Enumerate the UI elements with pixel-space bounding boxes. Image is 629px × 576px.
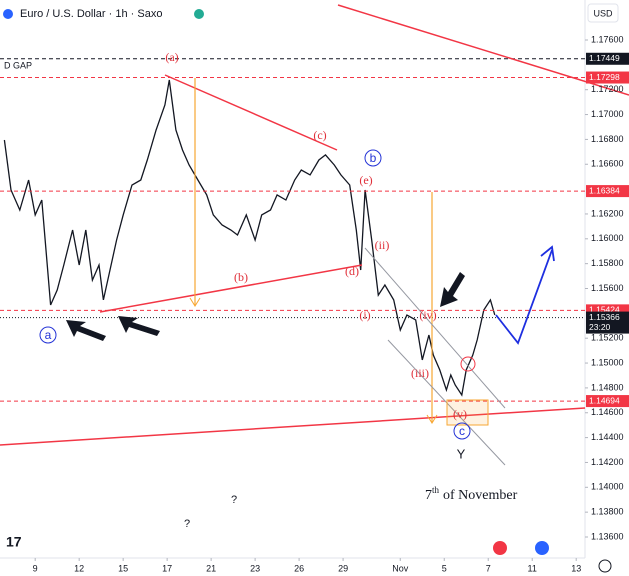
- date-day: 7: [425, 488, 432, 503]
- currency: USD: [593, 8, 613, 18]
- y-tick-label: 1.16000: [591, 233, 624, 243]
- y-tick-label: 1.15200: [591, 333, 624, 343]
- x-tick-label: 26: [294, 563, 304, 573]
- wave-label: (iii): [411, 366, 429, 380]
- y-tick-label: 1.14800: [591, 382, 624, 392]
- y-tick-label: 1.13600: [591, 531, 624, 541]
- y-tick-label: 1.16600: [591, 159, 624, 169]
- price-label: 1.15424: [589, 305, 620, 315]
- y-tick-label: 1.13800: [591, 507, 624, 517]
- x-tick-label: 13: [571, 563, 581, 573]
- question-mark: ?: [231, 494, 237, 506]
- x-tick-label: Nov: [392, 563, 409, 573]
- event-icon[interactable]: [493, 541, 507, 555]
- y-tick-label: 1.14600: [591, 407, 624, 417]
- y-tick-label: 1.17200: [591, 84, 624, 94]
- projection: [495, 249, 553, 345]
- trend-line: [337, 4, 629, 96]
- price-label-bg: [586, 185, 629, 198]
- question-mark: ?: [184, 518, 190, 530]
- x-tick-label: 29: [338, 563, 348, 573]
- x-tick-label: 5: [442, 563, 447, 573]
- y-tick-label: 1.14400: [591, 432, 624, 442]
- y-tick-label: 1.16200: [591, 208, 624, 218]
- target-box: [446, 399, 489, 426]
- wave-label: (a): [165, 50, 178, 64]
- price-label: 1.17449: [589, 53, 620, 63]
- chart-title: Euro / U.S. Dollar · 1h · Saxo: [20, 8, 162, 20]
- wave-label: (d): [345, 264, 359, 278]
- symbol-icon: [3, 9, 13, 19]
- pointer-arrow: [440, 272, 465, 307]
- wave-label: (c): [313, 128, 326, 142]
- trend-line: [164, 74, 338, 151]
- drawings: [0, 4, 629, 466]
- marker-circle: [460, 356, 476, 372]
- wave-label: (i): [359, 308, 370, 322]
- price-label-bg: [586, 71, 629, 84]
- pointer-arrows: [66, 272, 465, 341]
- price-label-bg: [586, 311, 629, 334]
- gap-label: D GAP: [4, 60, 32, 70]
- y-tick-label: 1.15800: [591, 258, 624, 268]
- y-tick-label: 1.14200: [591, 457, 624, 467]
- y-tick-label: 1.15600: [591, 283, 624, 293]
- date-month: of November: [443, 488, 518, 503]
- price-label-bg: [586, 395, 629, 408]
- x-tick-label: 21: [206, 563, 216, 573]
- y-tick-label: 1.17600: [591, 34, 624, 44]
- price-label-time: 23:20: [589, 322, 611, 332]
- measure-arrow: [189, 297, 201, 307]
- wave-label: (iv): [419, 308, 436, 322]
- y-tick-label: 1.16800: [591, 134, 624, 144]
- x-tick-label: 15: [118, 563, 128, 573]
- label-circle: [364, 149, 382, 167]
- settings-icon[interactable]: [598, 559, 612, 573]
- price-label: 1.16384: [589, 185, 620, 195]
- x-tick-label: 7: [486, 563, 491, 573]
- pointer-arrow: [118, 316, 160, 336]
- trend-line: [99, 264, 363, 313]
- currency-button[interactable]: [587, 3, 619, 23]
- wave-label: (e): [359, 173, 372, 187]
- label-circle: [39, 326, 57, 344]
- wave-label: (b): [234, 270, 248, 284]
- wave-label: (ii): [375, 238, 390, 252]
- wave-label: (v): [453, 407, 467, 421]
- channel-line: [364, 247, 506, 409]
- wave-label: Y: [457, 446, 466, 461]
- wave-label: c: [459, 424, 465, 438]
- event-icon[interactable]: [535, 541, 549, 555]
- x-tick-label: 9: [33, 563, 38, 573]
- price-label-bg: [586, 52, 629, 65]
- pointer-arrow: [66, 320, 106, 341]
- label-circle: [453, 422, 471, 440]
- price-axis: [585, 0, 629, 576]
- plot: [0, 58, 585, 402]
- trend-line: [0, 407, 586, 446]
- measure-arrow: [426, 414, 438, 424]
- price-label: 1.15366: [589, 312, 620, 322]
- x-tick-label: 17: [162, 563, 172, 573]
- x-tick-label: 12: [74, 563, 84, 573]
- price-label: 1.17298: [589, 72, 620, 82]
- projection-arrow: [540, 245, 555, 262]
- annotations: (a) (b) (c) (d) (e) a b c (i) (ii) (iii)…: [45, 50, 518, 530]
- x-tick-label: 23: [250, 563, 260, 573]
- wave-label: b: [370, 151, 377, 165]
- price-line: [3, 79, 496, 397]
- y-tick-label: 1.14000: [591, 482, 624, 492]
- market-status: [194, 9, 204, 19]
- date-suffix: th: [432, 485, 440, 495]
- y-tick-label: 1.17000: [591, 109, 624, 119]
- wave-label: a: [45, 328, 52, 342]
- date-note: 7th of November: [425, 485, 518, 503]
- y-tick-label: 1.15000: [591, 357, 624, 367]
- x-tick-label: 11: [528, 563, 537, 573]
- logo: 17: [6, 534, 22, 550]
- price-label: 1.14694: [589, 395, 620, 405]
